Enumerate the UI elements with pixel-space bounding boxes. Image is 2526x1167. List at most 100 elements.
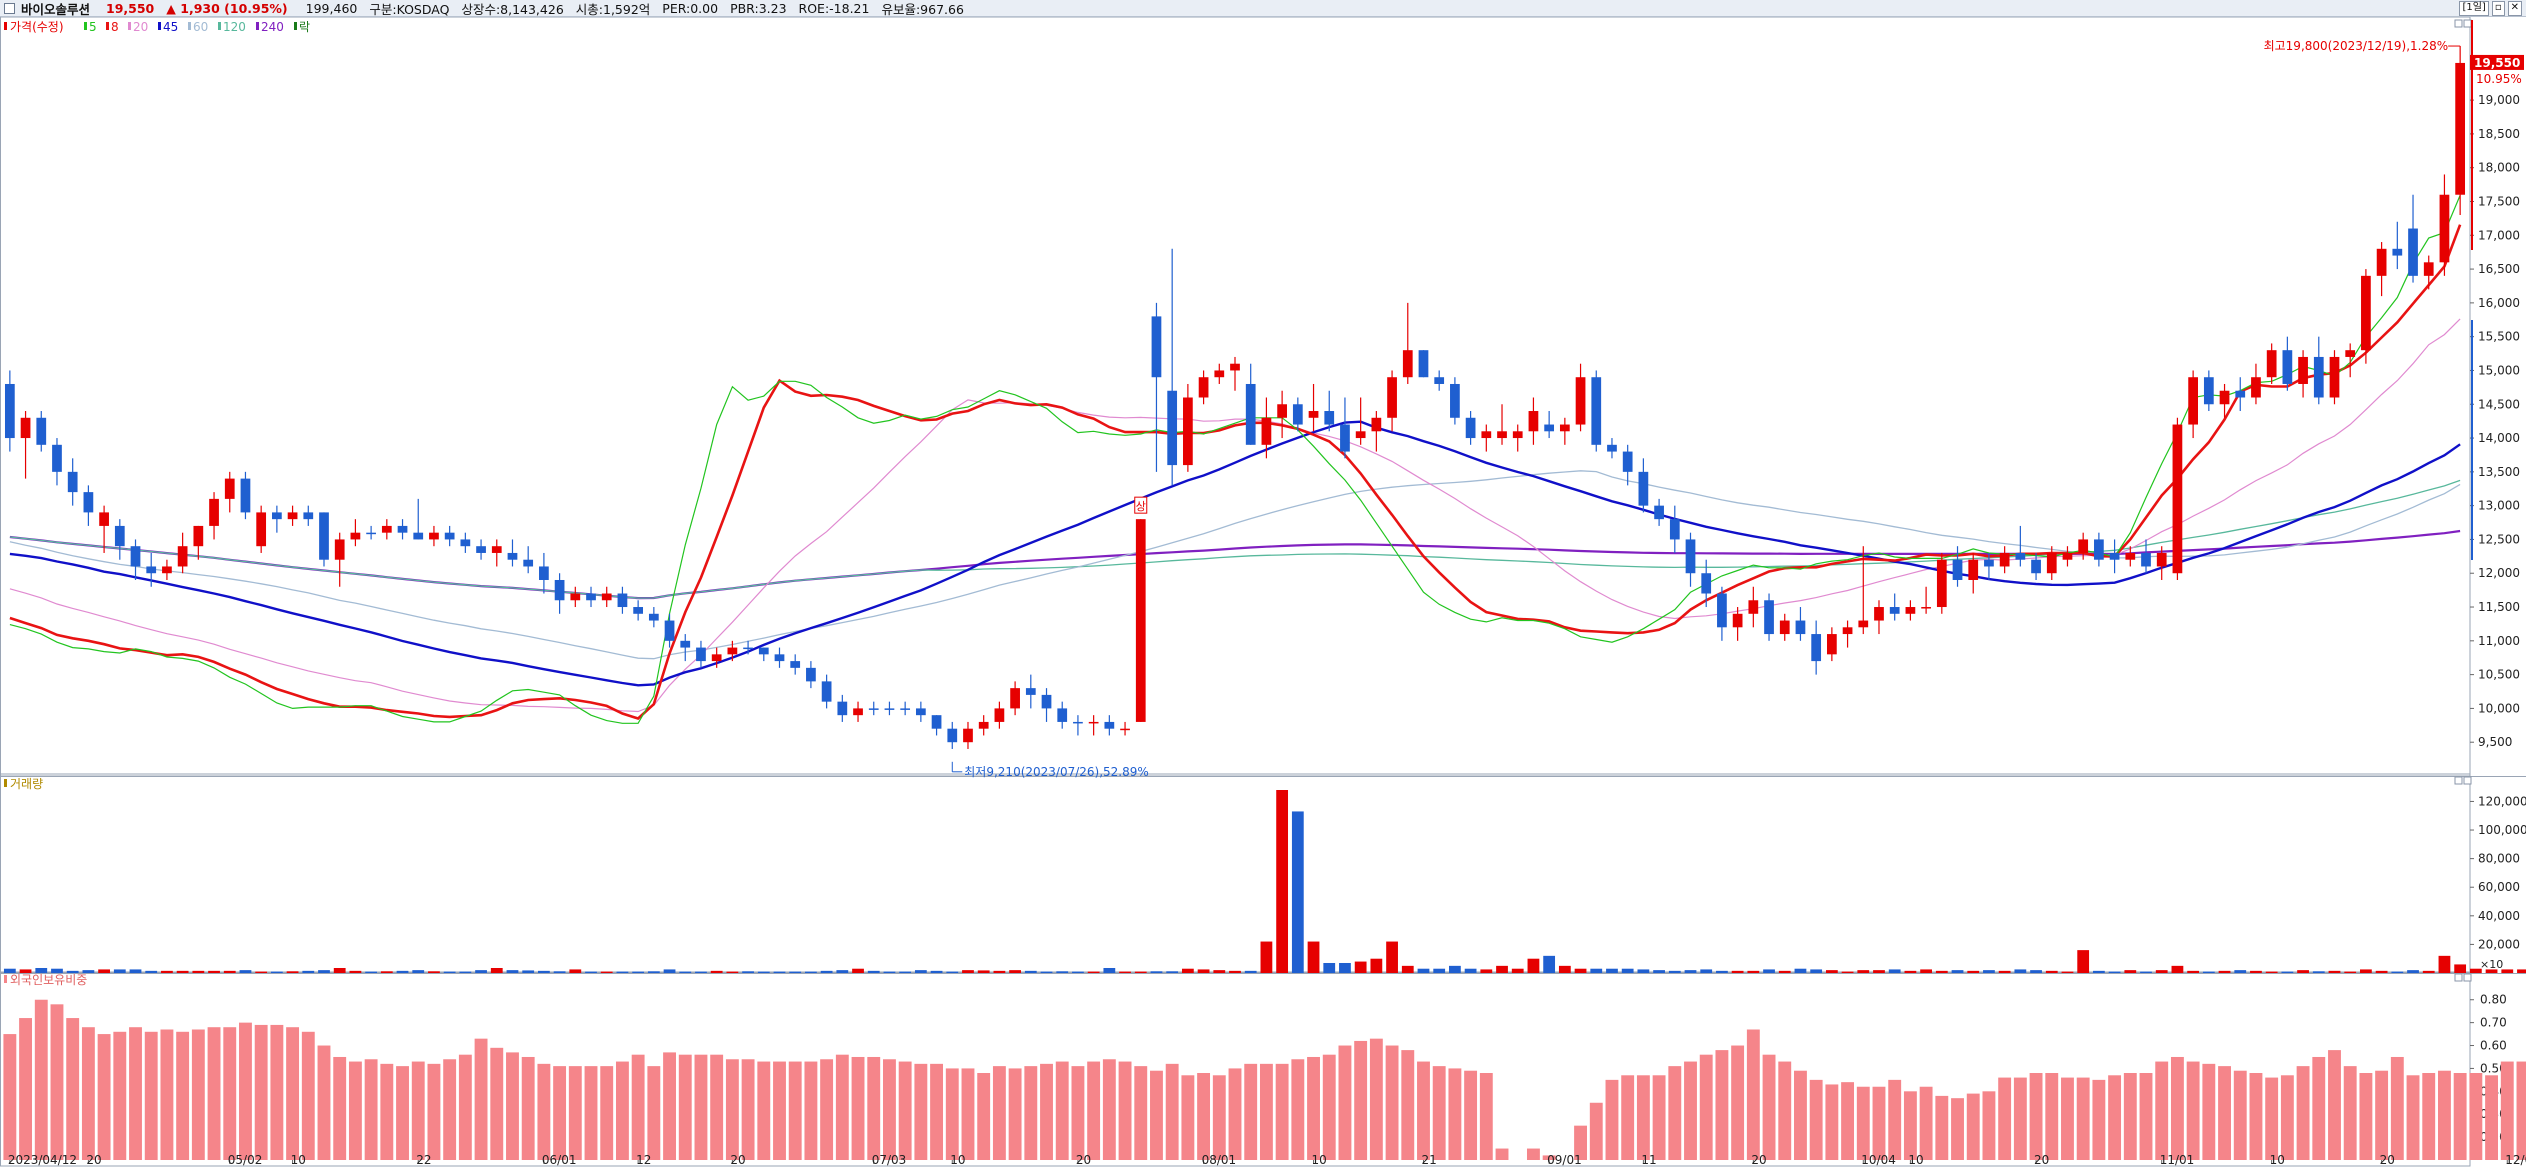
- candle-body[interactable]: [1214, 370, 1225, 378]
- foreign-bar[interactable]: [568, 1066, 582, 1160]
- candle-body[interactable]: [1607, 444, 1617, 452]
- candle-body[interactable]: [507, 552, 518, 560]
- candle-body[interactable]: [209, 498, 219, 526]
- candle-body[interactable]: [1952, 559, 1963, 580]
- foreign-bar[interactable]: [160, 1029, 174, 1161]
- volume-bar[interactable]: [2485, 969, 2498, 973]
- candle-body[interactable]: [806, 667, 816, 682]
- candle-body[interactable]: [978, 721, 989, 729]
- volume-bar[interactable]: [66, 970, 79, 973]
- foreign-bar[interactable]: [1652, 1075, 1666, 1160]
- volume-bar[interactable]: [1543, 955, 1556, 973]
- volume-bar[interactable]: [2438, 955, 2451, 973]
- candle-body[interactable]: [727, 647, 738, 655]
- foreign-bar[interactable]: [2406, 1075, 2420, 1160]
- volume-bar[interactable]: [129, 969, 142, 973]
- candle-body[interactable]: [2125, 552, 2136, 560]
- volume-bar[interactable]: [475, 970, 487, 973]
- candle-body[interactable]: [2251, 377, 2261, 398]
- foreign-bar[interactable]: [223, 1027, 237, 1160]
- candle-body[interactable]: [1135, 519, 1146, 722]
- foreign-bar[interactable]: [176, 1031, 190, 1160]
- candle-body[interactable]: [99, 512, 109, 526]
- volume-bar[interactable]: [1480, 969, 1493, 973]
- volume-bar[interactable]: [2250, 970, 2262, 973]
- candle-body[interactable]: [491, 546, 502, 553]
- volume-bar[interactable]: [2140, 971, 2152, 973]
- candle-body[interactable]: [617, 593, 628, 608]
- foreign-bar[interactable]: [2170, 1056, 2184, 1160]
- foreign-bar[interactable]: [725, 1059, 739, 1160]
- foreign-bar[interactable]: [1228, 1068, 1242, 1160]
- candle-body[interactable]: [256, 512, 267, 547]
- foreign-bar[interactable]: [1291, 1059, 1305, 1160]
- candle-body[interactable]: [1528, 411, 1539, 432]
- volume-bar[interactable]: [1558, 965, 1571, 973]
- volume-bar[interactable]: [1307, 941, 1320, 973]
- window-checkbox[interactable]: [4, 2, 15, 14]
- volume-bar[interactable]: [208, 970, 220, 973]
- volume-bar[interactable]: [1323, 962, 1336, 973]
- volume-bar[interactable]: [286, 971, 299, 973]
- foreign-bar[interactable]: [1872, 1086, 1886, 1160]
- volume-bar[interactable]: [1229, 970, 1241, 973]
- candle-body[interactable]: [774, 654, 785, 662]
- foreign-bar[interactable]: [1668, 1066, 1682, 1160]
- volume-bar[interactable]: [585, 971, 597, 973]
- candle-body[interactable]: [1418, 350, 1429, 378]
- candle-body[interactable]: [554, 579, 565, 601]
- volume-bar[interactable]: [302, 970, 315, 973]
- foreign-bar[interactable]: [1040, 1063, 1053, 1160]
- volume-bar[interactable]: [333, 967, 346, 973]
- foreign-bar[interactable]: [396, 1066, 409, 1160]
- foreign-bar[interactable]: [1338, 1045, 1352, 1160]
- candle-body[interactable]: [1622, 451, 1633, 472]
- foreign-bar[interactable]: [2202, 1063, 2216, 1160]
- candle-body[interactable]: [20, 417, 31, 439]
- volume-bar[interactable]: [836, 970, 849, 973]
- candle-body[interactable]: [1308, 411, 1319, 418]
- candle-body[interactable]: [1575, 377, 1586, 425]
- foreign-bar[interactable]: [2218, 1066, 2231, 1160]
- foreign-bar[interactable]: [81, 1027, 95, 1160]
- volume-bar[interactable]: [1150, 971, 1163, 973]
- foreign-bar[interactable]: [2139, 1073, 2153, 1160]
- volume-bar[interactable]: [1511, 968, 1524, 973]
- volume-bar[interactable]: [647, 971, 660, 973]
- candle-body[interactable]: [1874, 607, 1884, 621]
- foreign-bar[interactable]: [2233, 1070, 2247, 1160]
- volume-bar[interactable]: [883, 971, 896, 973]
- foreign-bar[interactable]: [1071, 1066, 1085, 1160]
- candle-body[interactable]: [1685, 539, 1696, 574]
- volume-bar[interactable]: [2375, 970, 2388, 973]
- foreign-bar[interactable]: [1621, 1075, 1635, 1160]
- foreign-bar[interactable]: [930, 1063, 944, 1160]
- volume-bar[interactable]: [428, 971, 440, 973]
- foreign-bar[interactable]: [757, 1061, 771, 1160]
- candle-body[interactable]: [915, 708, 926, 716]
- candle-body[interactable]: [743, 647, 753, 650]
- foreign-bar[interactable]: [1762, 1054, 1776, 1160]
- volume-bar[interactable]: [2312, 971, 2325, 973]
- candle-body[interactable]: [1591, 377, 1602, 445]
- volume-bar[interactable]: [239, 970, 252, 973]
- candle-body[interactable]: [1764, 600, 1774, 635]
- volume-bar[interactable]: [1009, 970, 1021, 973]
- foreign-bar[interactable]: [883, 1059, 896, 1160]
- volume-bar[interactable]: [1213, 970, 1226, 973]
- foreign-bar[interactable]: [1432, 1066, 1446, 1160]
- volume-bar[interactable]: [1134, 971, 1147, 973]
- volume-bar[interactable]: [1998, 970, 2011, 973]
- candle-body[interactable]: [303, 512, 314, 520]
- candle-body[interactable]: [1811, 634, 1822, 662]
- foreign-bar[interactable]: [1903, 1091, 1917, 1160]
- volume-bar[interactable]: [380, 971, 393, 973]
- volume-bar[interactable]: [2265, 971, 2278, 973]
- foreign-bar[interactable]: [1636, 1075, 1650, 1160]
- volume-bar[interactable]: [2187, 970, 2200, 973]
- foreign-bar[interactable]: [506, 1052, 519, 1160]
- foreign-bar[interactable]: [19, 1018, 33, 1160]
- candle-body[interactable]: [2266, 350, 2277, 378]
- foreign-bar[interactable]: [254, 1024, 268, 1160]
- foreign-bar[interactable]: [380, 1063, 394, 1160]
